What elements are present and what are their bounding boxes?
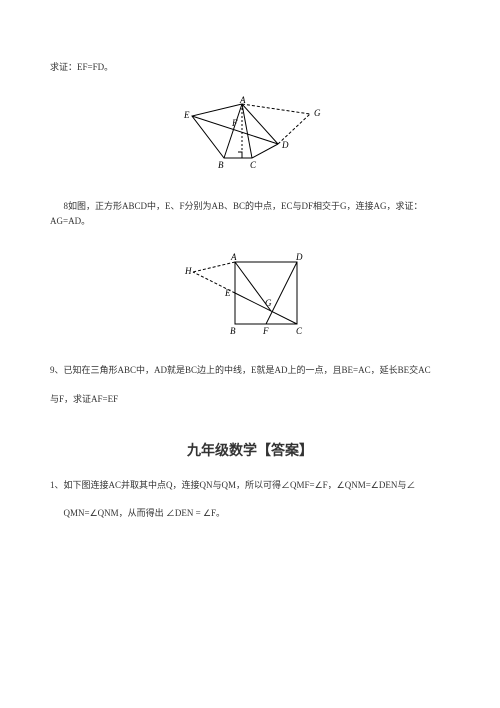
label-A: A [239,96,246,105]
answer-1-line2: QMN=∠QNM，从而得出 ∠DEN = ∠F。 [50,506,450,520]
problem-9-line2: 与F，求证AF=EF [50,392,450,406]
proof-statement-1: 求证：EF=FD。 [50,60,450,74]
problem-9-line1: 9、已知在三角形ABC中，AD就是BC边上的中线，E就是AD上的一点，且BE=A… [50,363,450,377]
geometry-diagram-2: A B C D E F G H [175,250,325,340]
label2-F: F [262,326,269,336]
label2-H: H [184,266,192,276]
document-page: 求证：EF=FD。 A B C D E F [0,0,500,559]
label-E: E [183,110,190,120]
label2-A: A [230,252,237,262]
geometry-diagram-1: A B C D E F G [170,96,330,176]
figure-1: A B C D E F G [50,96,450,181]
answers-title: 九年级数学【答案】 [50,440,450,460]
label-C: C [250,160,257,170]
problem-8: 8如图，正方形ABCD中，E、F分别为AB、BC的中点，EC与DF相交于G，连接… [50,199,450,228]
label2-D: D [295,252,303,262]
label2-G: G [265,298,272,308]
label2-C: C [296,326,303,336]
figure-2: A B C D E F G H [50,250,450,345]
label-D: D [281,140,289,150]
label-G: G [314,108,321,118]
label2-B: B [230,326,236,336]
label-B: B [218,160,224,170]
label-F: F [231,118,238,128]
answer-1-line1: 1、如下图连接AC并取其中点Q，连接QN与QM，所以可得∠QMF=∠F，∠QNM… [50,478,450,492]
label2-E: E [224,288,231,298]
